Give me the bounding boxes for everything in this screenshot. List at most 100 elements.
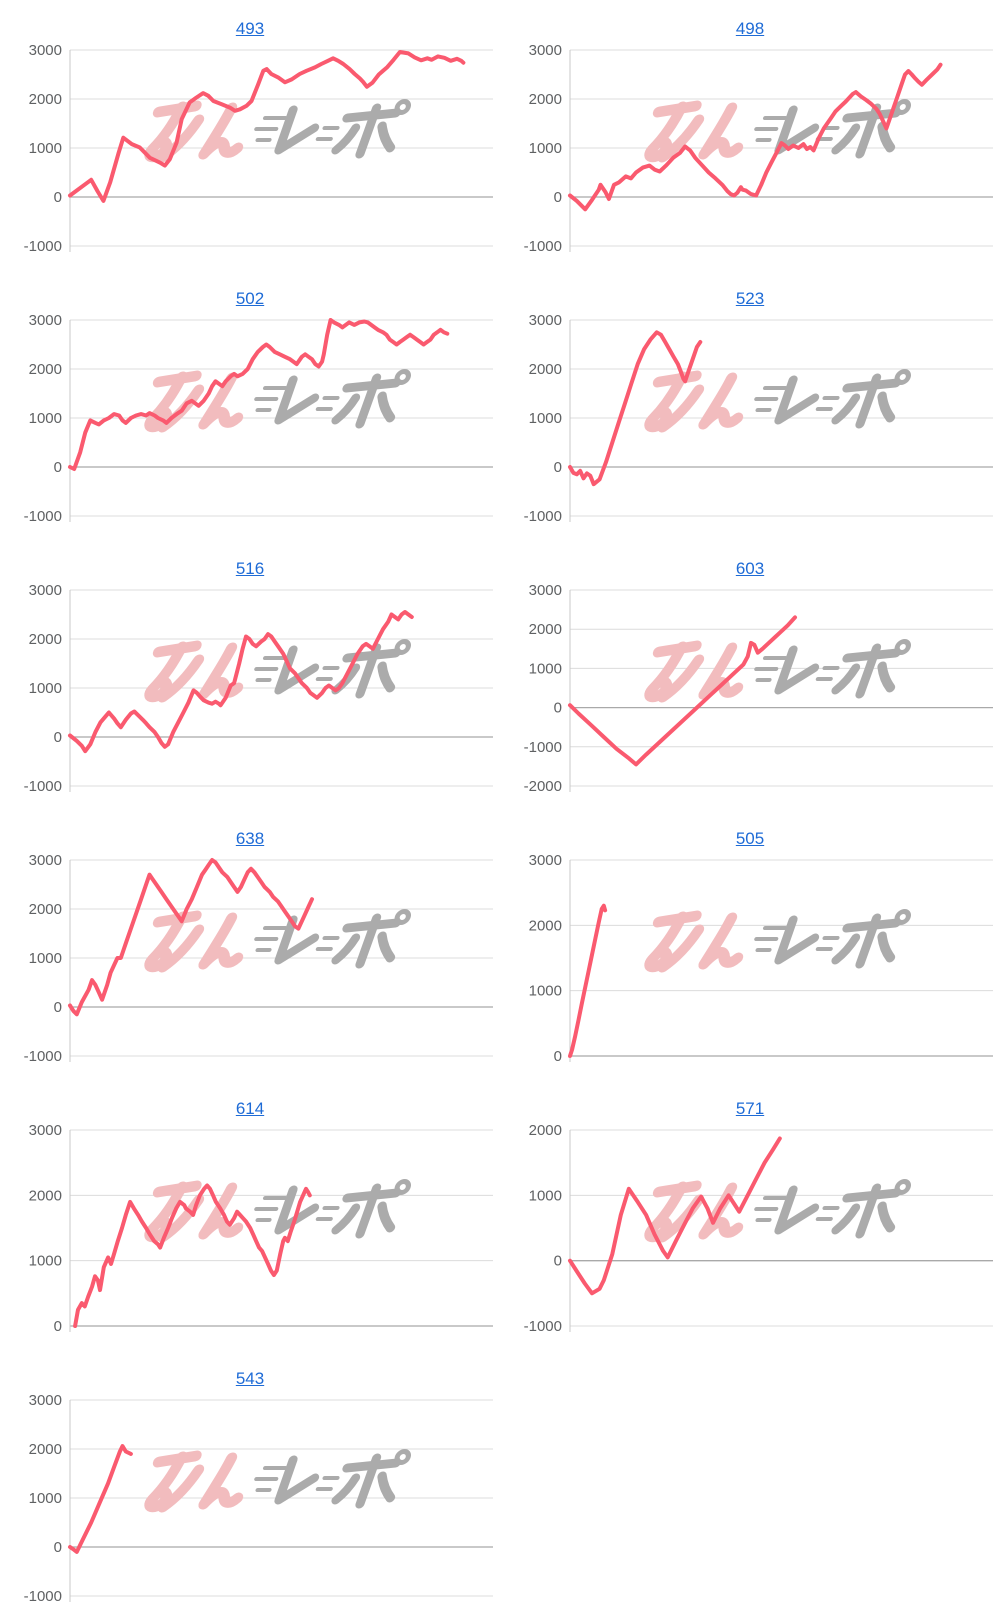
watermark-min-pink [644, 1180, 744, 1243]
series-line [568, 1136, 782, 1296]
watermark-repo-gray [254, 1449, 412, 1509]
y-tick-label: 0 [554, 700, 562, 717]
y-tick-label: 3000 [29, 852, 62, 869]
gridlines: 2000 1000 0 -1000 [524, 1122, 993, 1335]
chart-title-row: 571 [500, 1080, 1000, 1120]
chart-title-link[interactable]: 543 [235, 1369, 265, 1388]
chart-cell: 614 3000 2000 1000 0 [0, 1080, 500, 1350]
watermark-min-pink [144, 910, 244, 973]
y-tick-label: 0 [554, 189, 562, 206]
y-tick-label: 2000 [529, 917, 562, 934]
y-tick-label: 0 [554, 459, 562, 476]
series-line [568, 330, 703, 487]
chart-cell: 516 3000 2000 1000 0 -1000 [0, 540, 500, 810]
y-tick-label: -1000 [24, 778, 62, 795]
y-tick-label: 3000 [529, 312, 562, 329]
y-tick-label: 1000 [29, 950, 62, 967]
y-tick-label: 1000 [29, 1253, 62, 1270]
chart-title-link[interactable]: 505 [735, 829, 765, 848]
watermark-repo-gray [754, 369, 912, 429]
chart-title-row: 493 [0, 0, 500, 40]
watermark-min-pink [644, 910, 744, 973]
chart-title-row: 516 [0, 540, 500, 580]
series-line [68, 318, 450, 471]
series-line [68, 1444, 133, 1554]
watermark-min-pink [644, 370, 744, 433]
chart-cell: 543 3000 2000 1000 0 -1000 [0, 1350, 500, 1620]
y-tick-label: 3000 [29, 42, 62, 59]
y-tick-label: 0 [54, 459, 62, 476]
y-tick-label: -2000 [524, 778, 562, 795]
chart-title-link[interactable]: 603 [735, 559, 765, 578]
y-tick-label: 2000 [529, 91, 562, 108]
chart-title-row: 523 [500, 270, 1000, 310]
y-tick-label: 3000 [529, 852, 562, 869]
watermark-min-pink [144, 1450, 244, 1513]
watermark-repo-gray [254, 1179, 412, 1239]
y-tick-label: 1000 [529, 983, 562, 1000]
chart-title-link[interactable]: 498 [735, 19, 765, 38]
y-tick-label: 1000 [529, 410, 562, 427]
y-tick-label: 0 [54, 189, 62, 206]
chart-title-link[interactable]: 523 [735, 289, 765, 308]
y-tick-label: 1000 [29, 680, 62, 697]
y-tick-label: 3000 [29, 1122, 62, 1139]
chart-cell: 523 3000 2000 1000 0 -1000 [500, 270, 1000, 540]
watermark-min-pink [144, 100, 244, 163]
chart-title-link[interactable]: 614 [235, 1099, 265, 1118]
chart-title-link[interactable]: 516 [235, 559, 265, 578]
chart-title-link[interactable]: 638 [235, 829, 265, 848]
watermark-minrepo-logo [644, 1179, 912, 1243]
y-tick-label: -1000 [524, 1318, 562, 1335]
series-line [68, 50, 466, 203]
y-tick-label: 3000 [529, 42, 562, 59]
chart-title-row: 498 [500, 0, 1000, 40]
gridlines: 3000 2000 1000 0 -1000 [24, 42, 493, 255]
series-line [568, 62, 943, 212]
watermark-minrepo-logo [644, 909, 912, 973]
chart-plot: 3000 2000 1000 0 -1000 [24, 312, 493, 525]
y-tick-label: 1000 [529, 1187, 562, 1204]
y-tick-label: 1000 [29, 410, 62, 427]
watermark-minrepo-logo [644, 369, 912, 433]
watermark-repo-gray [754, 1179, 912, 1239]
y-tick-label: 1000 [29, 140, 62, 157]
y-tick-label: 2000 [29, 361, 62, 378]
series-line [68, 610, 414, 754]
y-tick-label: 0 [54, 1539, 62, 1556]
watermark-minrepo-logo [144, 369, 412, 433]
chart-title-link[interactable]: 493 [235, 19, 265, 38]
y-tick-label: 1000 [529, 660, 562, 677]
watermark-repo-gray [254, 369, 412, 429]
chart-title-link[interactable]: 502 [235, 289, 265, 308]
y-tick-label: 3000 [29, 582, 62, 599]
watermark-minrepo-logo [144, 1449, 412, 1513]
watermark-min-pink [144, 1180, 244, 1243]
chart-plot: 3000 2000 1000 0 -1000 [24, 1392, 493, 1605]
chart-title-row: 502 [0, 270, 500, 310]
watermark-repo-gray [754, 909, 912, 969]
watermark-minrepo-logo [144, 99, 412, 163]
chart-plot: 2000 1000 0 -1000 [524, 1122, 993, 1335]
watermark-minrepo-logo [144, 909, 412, 973]
chart-title-row: 638 [0, 810, 500, 850]
chart-title-link[interactable]: 571 [735, 1099, 765, 1118]
gridlines: 3000 2000 1000 0 -1000 [24, 1392, 493, 1605]
chart-title-row: 505 [500, 810, 1000, 850]
chart-title-row: 543 [0, 1350, 500, 1390]
watermark-min-pink [644, 640, 744, 703]
chart-cell: 498 3000 2000 1000 0 -1000 [500, 0, 1000, 270]
gridlines: 3000 2000 1000 0 [529, 852, 993, 1065]
series-line [568, 615, 797, 767]
y-tick-label: 0 [54, 1318, 62, 1335]
chart-title-row: 614 [0, 1080, 500, 1120]
watermark-minrepo-logo [644, 639, 912, 703]
gridlines: 3000 2000 1000 0 -1000 [24, 582, 493, 795]
series-line [568, 903, 608, 1058]
chart-plot: 3000 2000 1000 0 [29, 1122, 493, 1335]
y-tick-label: 3000 [29, 312, 62, 329]
y-tick-label: -1000 [24, 1588, 62, 1605]
y-tick-label: 2000 [29, 1187, 62, 1204]
y-tick-label: 0 [54, 729, 62, 746]
